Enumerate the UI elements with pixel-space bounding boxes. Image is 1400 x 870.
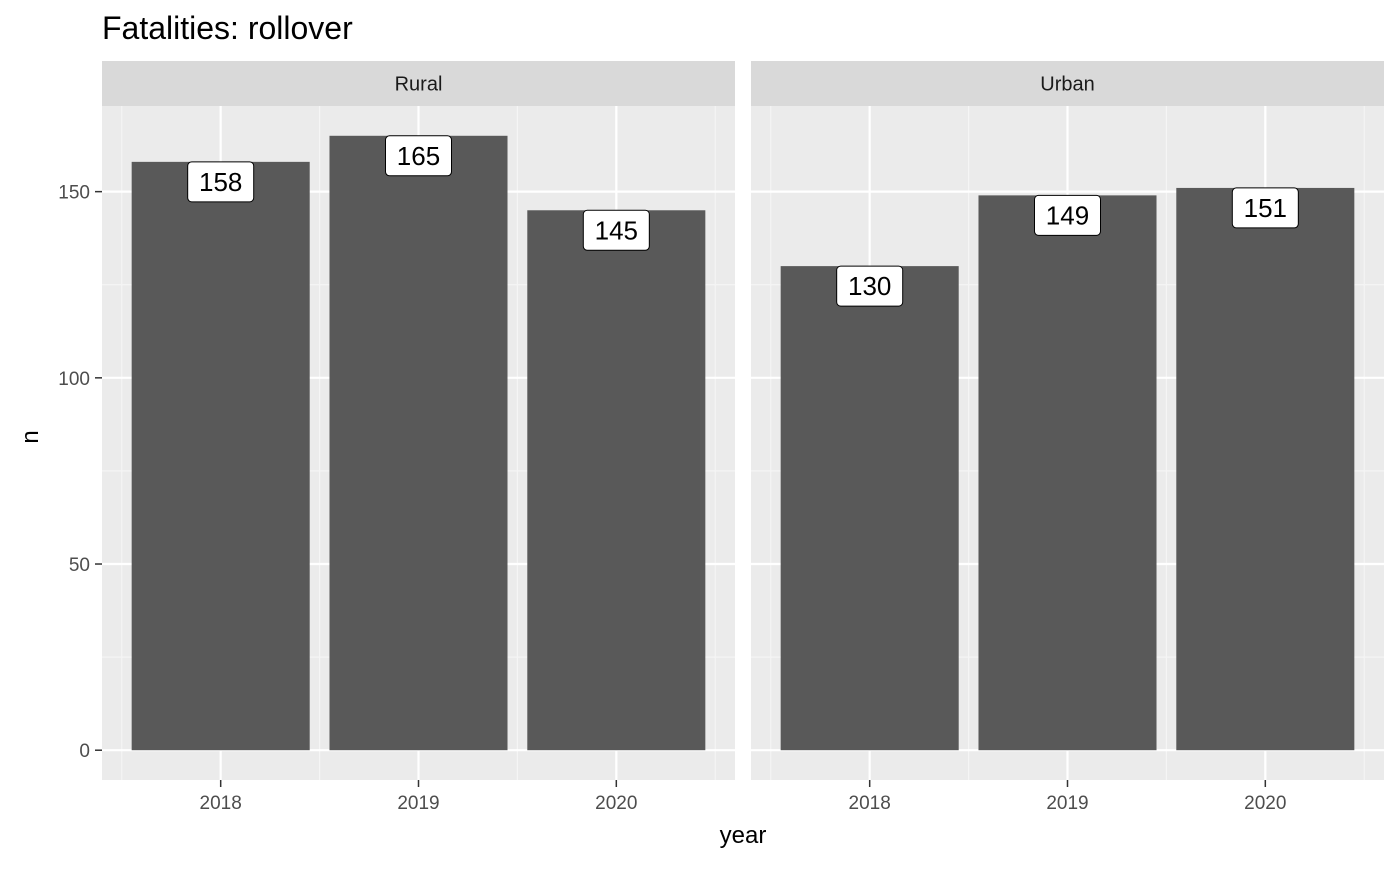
bar-rural-2019 bbox=[329, 135, 508, 751]
data-label-box bbox=[1231, 187, 1299, 229]
data-label-box bbox=[187, 161, 255, 203]
data-label-box bbox=[582, 209, 650, 251]
data-label-box bbox=[385, 135, 452, 177]
data-label-text: 149 bbox=[1046, 200, 1089, 230]
data-label-urban-2018: 130 bbox=[836, 265, 904, 307]
bar-rural-2018 bbox=[131, 161, 310, 751]
x-tick-label-urban-2019: 2019 bbox=[1046, 793, 1088, 814]
y-tick-label-150: 150 bbox=[58, 183, 90, 204]
data-label-box bbox=[1034, 194, 1101, 236]
data-label-rural-2020: 145 bbox=[582, 209, 650, 251]
data-label-text: 158 bbox=[199, 167, 242, 197]
facet-panel-urban: 130 149 151 2018 2019 2020 bbox=[751, 106, 1384, 814]
data-label-urban-2019: 149 bbox=[1034, 194, 1101, 236]
bar-rural-2020 bbox=[527, 210, 706, 751]
x-tick-label-rural-2018: 2018 bbox=[200, 793, 242, 814]
bar-urban-2018 bbox=[780, 266, 959, 751]
bar-urban-2020 bbox=[1176, 187, 1355, 751]
strip-background bbox=[751, 61, 1384, 106]
x-tick-label-urban-2020: 2020 bbox=[1244, 793, 1286, 814]
data-label-rural-2018: 158 bbox=[187, 161, 255, 203]
facet-panel-rural: 158 165 145 2018 2019 2020 bbox=[102, 106, 735, 814]
x-axis-title: year bbox=[720, 822, 767, 849]
data-label-rural-2019: 165 bbox=[385, 135, 452, 177]
facet-strip-rural: Rural bbox=[102, 61, 735, 106]
strip-label-rural: Rural bbox=[395, 74, 443, 96]
data-label-text: 145 bbox=[595, 215, 638, 245]
data-label-urban-2020: 151 bbox=[1231, 187, 1299, 229]
data-label-box bbox=[836, 265, 904, 307]
data-label-text: 165 bbox=[397, 141, 440, 171]
facets-layer: 158 165 145 2018 2019 2020 Rural 130 149 151 2018 2… bbox=[102, 61, 1384, 814]
y-axis-title: n bbox=[17, 430, 44, 443]
x-tick-label-rural-2020: 2020 bbox=[595, 793, 637, 814]
data-label-text: 151 bbox=[1244, 193, 1287, 223]
strip-label-urban: Urban bbox=[1040, 74, 1094, 96]
y-tick-label-50: 50 bbox=[69, 555, 90, 576]
y-tick-label-100: 100 bbox=[58, 369, 90, 390]
strip-background bbox=[102, 61, 735, 106]
data-label-text: 130 bbox=[848, 271, 891, 301]
facet-strip-urban: Urban bbox=[751, 61, 1384, 106]
y-tick-label-0: 0 bbox=[79, 741, 90, 762]
y-axis: 0 50 100 150 bbox=[58, 183, 102, 762]
chart-title: Fatalities: rollover bbox=[102, 10, 353, 46]
x-tick-label-urban-2018: 2018 bbox=[849, 793, 891, 814]
x-tick-label-rural-2019: 2019 bbox=[397, 793, 439, 814]
bar-urban-2019 bbox=[978, 195, 1157, 751]
